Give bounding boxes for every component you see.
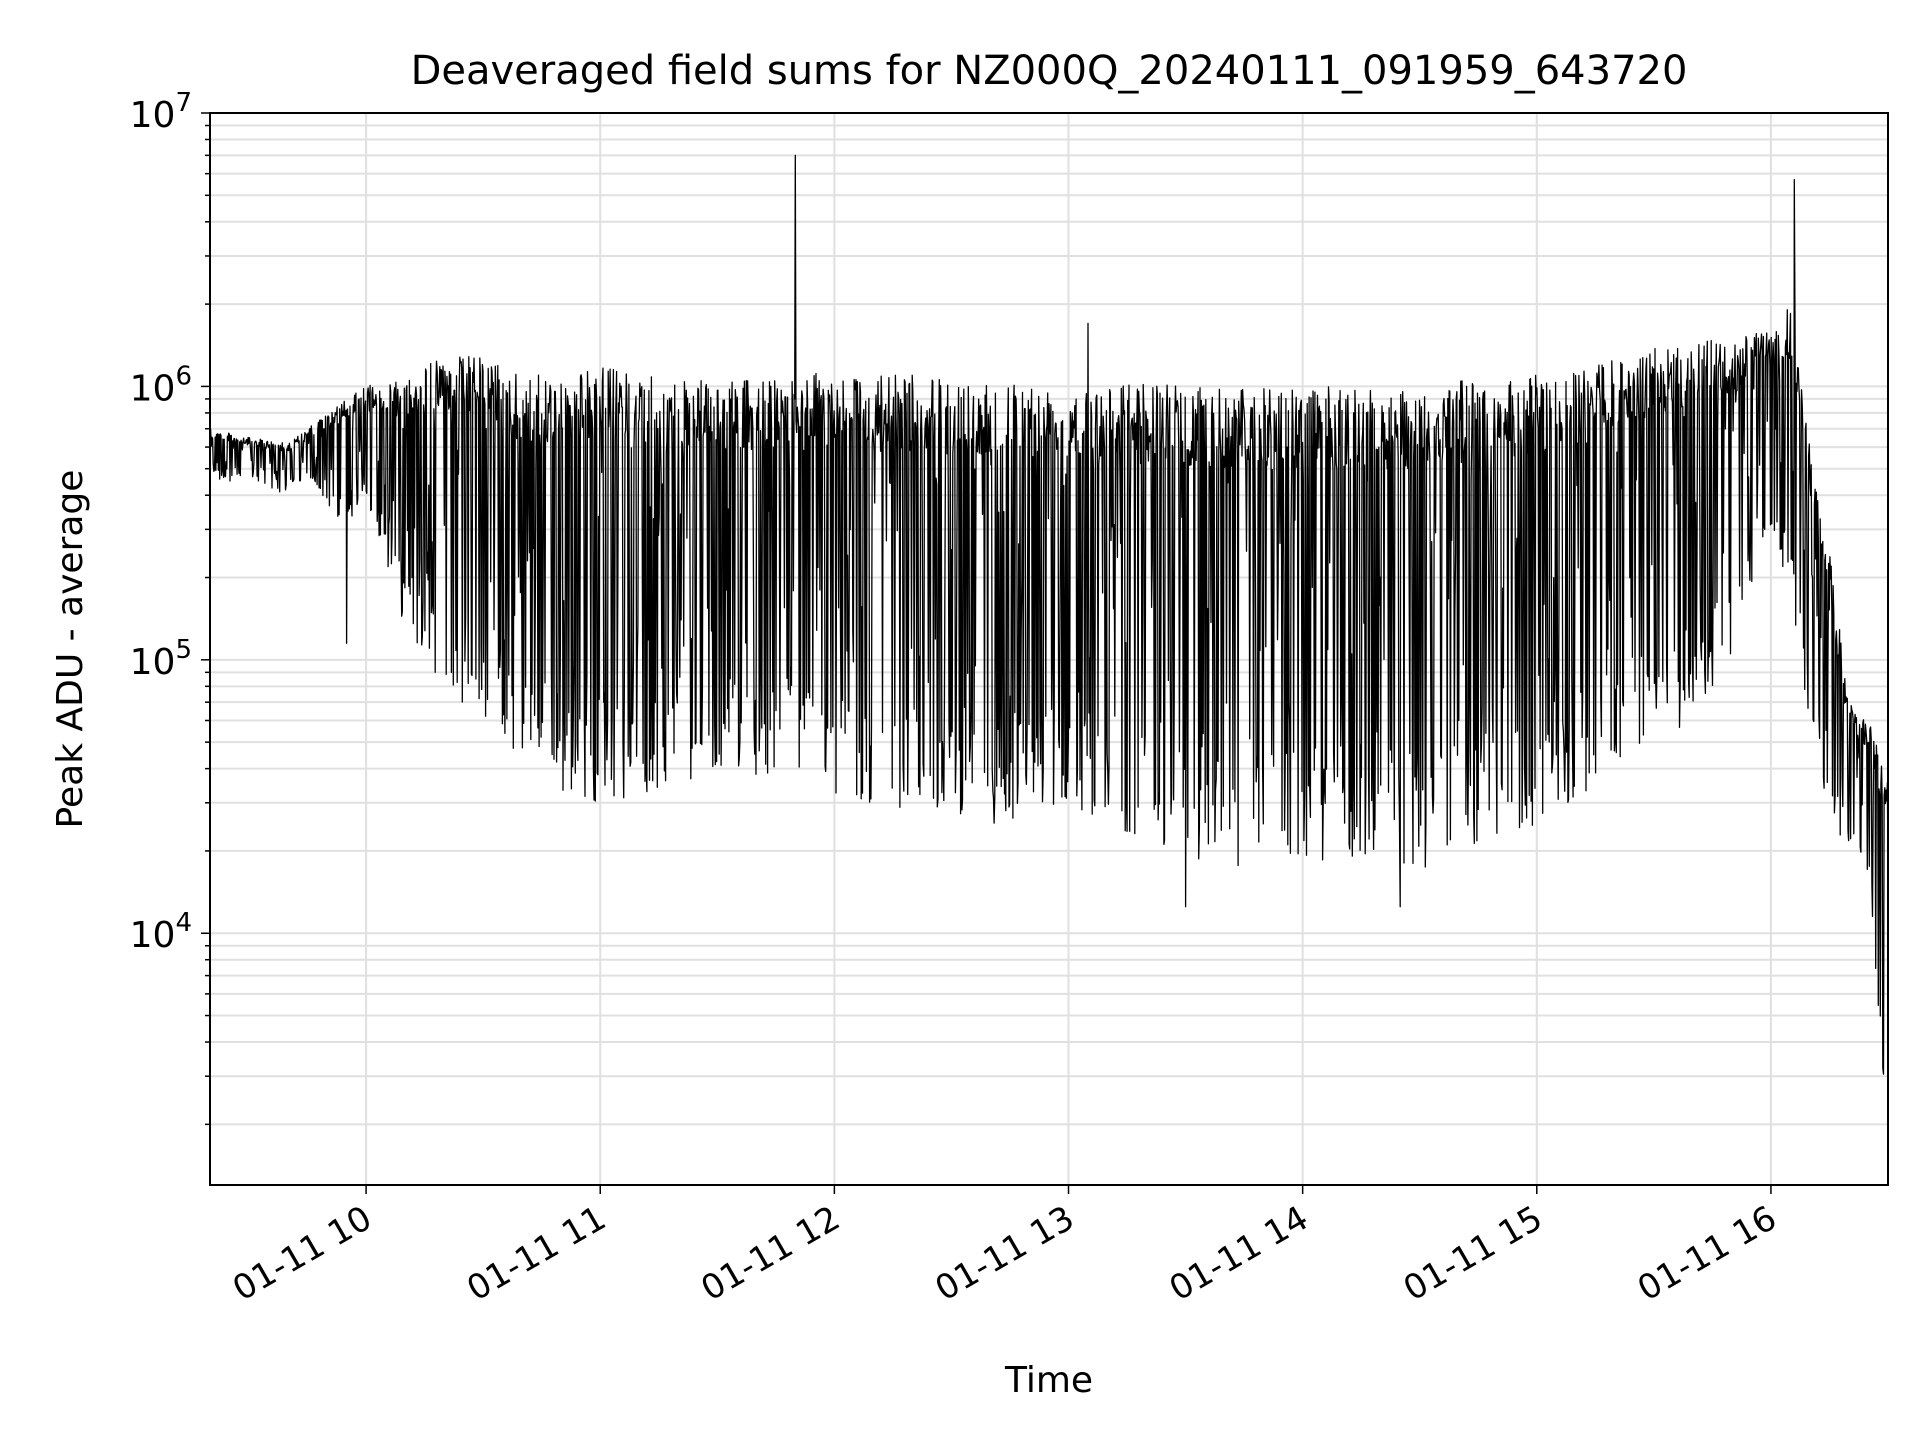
y-tick-base: 10: [130, 642, 176, 683]
y-tick-exponent: 7: [175, 88, 192, 118]
x-axis-label: Time: [1004, 1360, 1093, 1401]
chart-title: Deaveraged field sums for NZ000Q_2024011…: [411, 48, 1688, 94]
series-line: [209, 154, 1889, 1075]
data-series: [209, 154, 1889, 1075]
y-tick-exponent: 5: [175, 635, 192, 665]
y-tick-exponent: 6: [175, 361, 192, 391]
y-tick-label: 107: [130, 88, 192, 136]
y-tick-label: 106: [130, 361, 192, 409]
plot-frame: [209, 112, 1889, 1186]
y-tick-label: 104: [130, 908, 192, 956]
y-tick-label: 105: [130, 635, 192, 683]
y-axis-label: Peak ADU - average: [50, 470, 91, 829]
y-tick-base: 10: [130, 368, 176, 409]
y-tick-base: 10: [130, 915, 176, 956]
y-tick-exponent: 4: [175, 908, 192, 938]
y-tick-base: 10: [130, 95, 176, 136]
